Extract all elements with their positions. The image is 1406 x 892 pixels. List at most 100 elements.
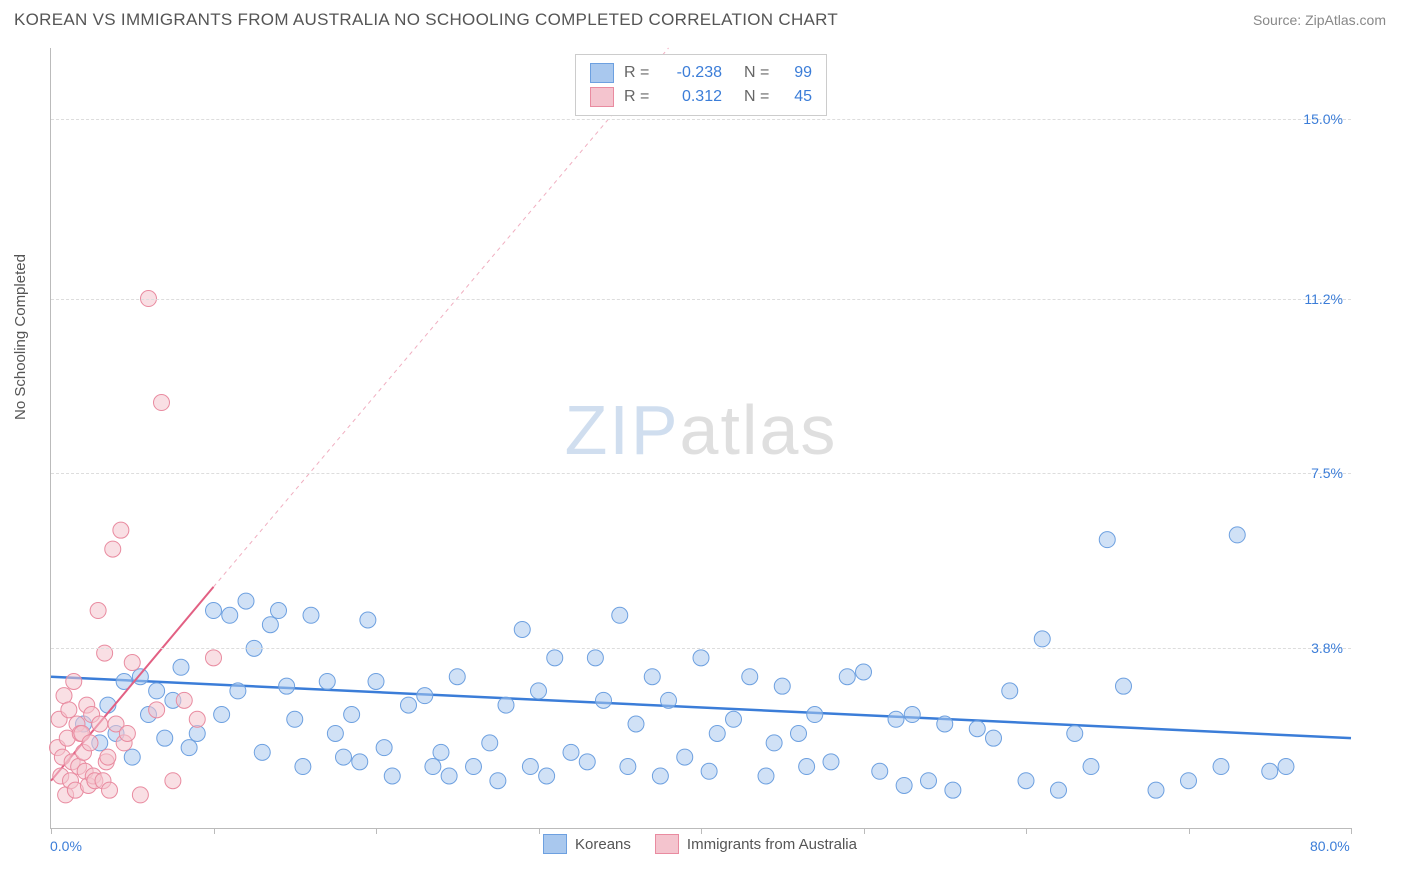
legend-swatch	[590, 87, 614, 107]
data-point	[766, 735, 782, 751]
y-tick-label: 3.8%	[1311, 640, 1343, 656]
data-point	[1034, 631, 1050, 647]
data-point	[904, 707, 920, 723]
data-point	[173, 659, 189, 675]
data-point	[490, 773, 506, 789]
data-point	[1181, 773, 1197, 789]
data-point	[176, 692, 192, 708]
data-point	[206, 603, 222, 619]
gridline	[51, 648, 1351, 649]
data-point	[433, 744, 449, 760]
data-point	[587, 650, 603, 666]
data-point	[279, 678, 295, 694]
data-point	[823, 754, 839, 770]
trend-line-extension	[214, 48, 669, 587]
data-point	[149, 702, 165, 718]
data-point	[1262, 763, 1278, 779]
data-point	[319, 673, 335, 689]
x-tick-label: 0.0%	[50, 838, 82, 854]
data-point	[417, 688, 433, 704]
legend-series: Koreans Immigrants from Australia	[50, 834, 1350, 854]
data-point	[352, 754, 368, 770]
data-point	[758, 768, 774, 784]
data-point	[230, 683, 246, 699]
data-point	[56, 688, 72, 704]
data-point	[986, 730, 1002, 746]
data-point	[132, 787, 148, 803]
data-point	[774, 678, 790, 694]
data-point	[149, 683, 165, 699]
data-point	[154, 395, 170, 411]
data-point	[1148, 782, 1164, 798]
data-point	[807, 707, 823, 723]
data-point	[1018, 773, 1034, 789]
legend-label: Immigrants from Australia	[687, 836, 857, 853]
data-point	[189, 725, 205, 741]
data-point	[596, 692, 612, 708]
data-point	[482, 735, 498, 751]
data-point	[113, 522, 129, 538]
data-point	[376, 740, 392, 756]
data-point	[563, 744, 579, 760]
data-point	[165, 773, 181, 789]
data-point	[368, 673, 384, 689]
data-point	[644, 669, 660, 685]
y-axis-label: No Schooling Completed	[12, 254, 29, 420]
data-point	[1002, 683, 1018, 699]
data-point	[254, 744, 270, 760]
data-point	[157, 730, 173, 746]
data-point	[522, 759, 538, 775]
chart-source: Source: ZipAtlas.com	[1253, 12, 1386, 28]
data-point	[498, 697, 514, 713]
data-point	[921, 773, 937, 789]
data-point	[271, 603, 287, 619]
legend-stat-row: R =-0.238N =99	[590, 61, 812, 85]
data-point	[726, 711, 742, 727]
data-point	[896, 777, 912, 793]
x-tick-label: 80.0%	[1310, 838, 1350, 854]
data-point	[1099, 532, 1115, 548]
data-point	[303, 607, 319, 623]
data-point	[579, 754, 595, 770]
data-point	[693, 650, 709, 666]
n-value: 45	[782, 88, 812, 106]
legend-item: Koreans	[543, 834, 631, 854]
data-point	[441, 768, 457, 784]
y-tick-label: 11.2%	[1304, 291, 1343, 307]
data-point	[336, 749, 352, 765]
plot-area: ZIPatlas R =-0.238N =99R =0.312N =45 3.8…	[50, 48, 1351, 829]
r-label: R =	[624, 64, 652, 82]
legend-label: Koreans	[575, 836, 631, 853]
data-point	[401, 697, 417, 713]
data-point	[531, 683, 547, 699]
data-point	[384, 768, 400, 784]
data-point	[449, 669, 465, 685]
data-point	[628, 716, 644, 732]
data-point	[360, 612, 376, 628]
data-point	[1278, 759, 1294, 775]
r-label: R =	[624, 88, 652, 106]
data-point	[425, 759, 441, 775]
y-tick-label: 15.0%	[1303, 111, 1343, 127]
data-point	[466, 759, 482, 775]
data-point	[124, 655, 140, 671]
data-point	[1229, 527, 1245, 543]
legend-swatch	[655, 834, 679, 854]
data-point	[709, 725, 725, 741]
legend-stat-row: R =0.312N =45	[590, 85, 812, 109]
x-tick	[1351, 828, 1352, 834]
gridline	[51, 473, 1351, 474]
legend-swatch	[590, 63, 614, 83]
data-point	[539, 768, 555, 784]
data-point	[1051, 782, 1067, 798]
r-value: 0.312	[662, 88, 722, 106]
chart-header: KOREAN VS IMMIGRANTS FROM AUSTRALIA NO S…	[0, 0, 1406, 38]
data-point	[222, 607, 238, 623]
data-point	[181, 740, 197, 756]
y-tick-label: 7.5%	[1311, 465, 1343, 481]
data-point	[791, 725, 807, 741]
data-point	[287, 711, 303, 727]
data-point	[839, 669, 855, 685]
legend-swatch	[543, 834, 567, 854]
data-point	[327, 725, 343, 741]
